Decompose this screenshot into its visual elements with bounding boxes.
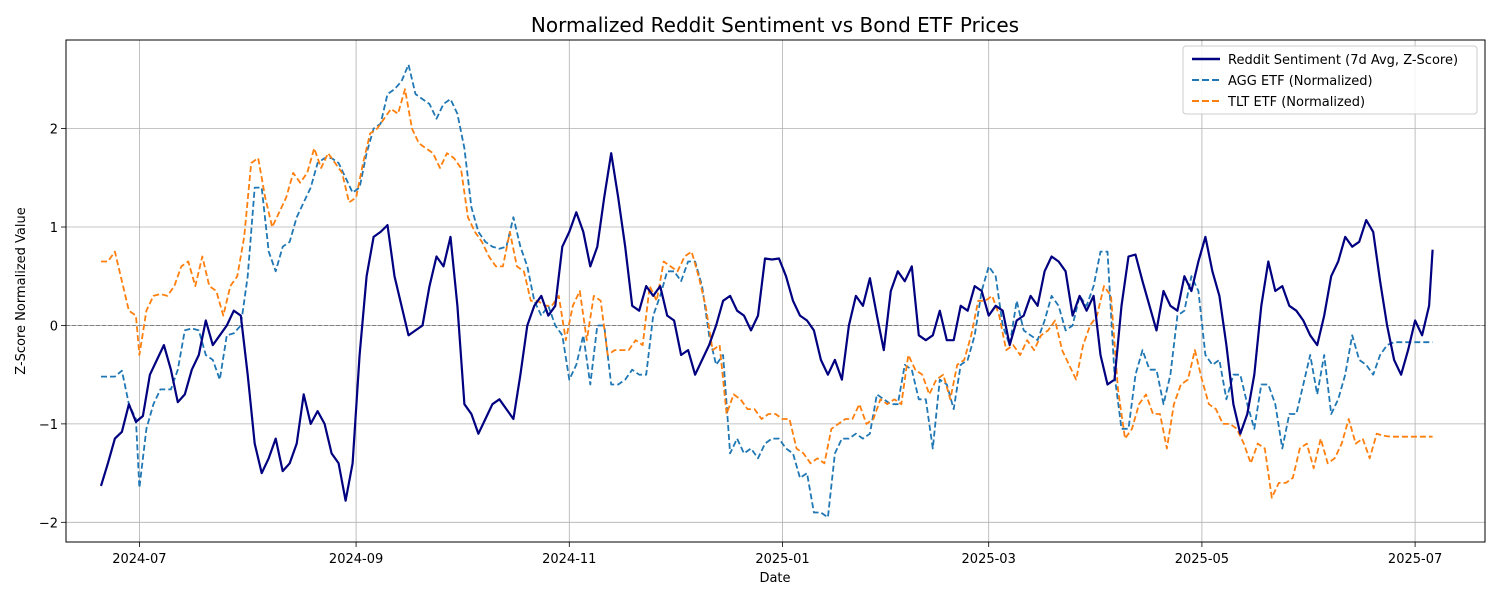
plot-border	[65, 39, 1486, 543]
legend-label-agg: AGG ETF (Normalized)	[1228, 74, 1373, 89]
x-tick-label: 2025-01	[755, 552, 809, 567]
x-tick-label: 2024-09	[329, 552, 383, 567]
y-tick-label: 0	[50, 319, 58, 334]
y-tick-label: 2	[50, 123, 58, 138]
legend-label-reddit: Reddit Sentiment (7d Avg, Z-Score)	[1228, 53, 1458, 68]
y-axis-ticks: −2 −1 0 1 2	[39, 123, 66, 531]
x-tick-label: 2025-07	[1388, 552, 1442, 567]
x-tick-label: 2025-05	[1175, 552, 1229, 567]
chart-title: Normalized Reddit Sentiment vs Bond ETF …	[531, 13, 1019, 37]
legend-box	[1182, 45, 1478, 115]
x-tick-label: 2024-11	[542, 552, 596, 567]
series-layer	[99, 63, 1434, 519]
plot-area	[66, 40, 1485, 542]
y-tick-label: −1	[39, 418, 58, 433]
legend: Reddit Sentiment (7d Avg, Z-Score) AGG E…	[1182, 45, 1478, 115]
x-tick-label: 2025-03	[962, 552, 1016, 567]
series-line-reddit-sentiment	[99, 152, 1434, 502]
y-tick-label: −2	[39, 516, 58, 531]
series-line-agg-etf	[101, 63, 1433, 519]
y-axis-label: Z-Score Normalized Value	[14, 207, 29, 374]
series-line-tlt-etf	[101, 88, 1433, 499]
legend-label-tlt: TLT ETF (Normalized)	[1227, 95, 1365, 110]
x-tick-label: 2024-07	[112, 552, 166, 567]
y-tick-label: 1	[50, 221, 58, 236]
x-axis-ticks: 2024-07 2024-09 2024-11 2025-01 2025-03 2025-…	[112, 542, 1442, 567]
x-axis-label: Date	[759, 571, 790, 586]
